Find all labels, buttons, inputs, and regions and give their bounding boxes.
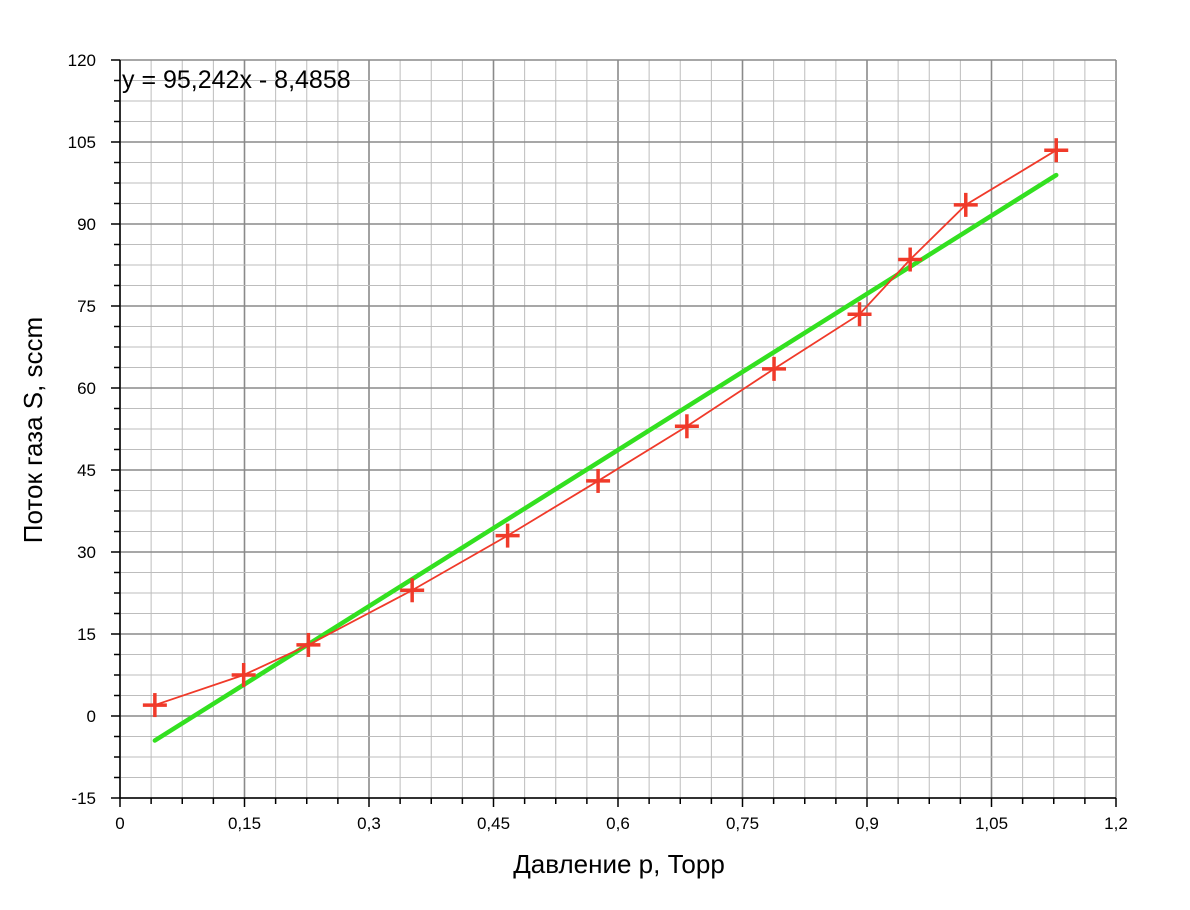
x-tick-label: 0,6 xyxy=(606,814,630,833)
data-point xyxy=(495,523,520,548)
y-axis-ticks: -15 0 15 30 45 60 75 90 105 120 xyxy=(68,51,96,808)
axes xyxy=(111,59,1117,807)
y-tick-label: 60 xyxy=(77,379,96,398)
data-point xyxy=(400,578,425,603)
x-tick-label: 0,75 xyxy=(726,814,759,833)
y-tick-label: 0 xyxy=(87,707,96,726)
y-tick-label: 90 xyxy=(77,215,96,234)
x-axis-ticks: 0 0,15 0,3 0,45 0,6 0,75 0,9 1,05 1,2 xyxy=(115,814,1128,833)
x-tick-label: 0,45 xyxy=(477,814,510,833)
y-tick-label: 30 xyxy=(77,543,96,562)
data-point xyxy=(953,192,978,217)
data-series xyxy=(142,138,1069,718)
data-point xyxy=(586,468,611,493)
data-point xyxy=(296,632,321,657)
x-tick-label: 1,2 xyxy=(1104,814,1128,833)
data-point xyxy=(142,693,167,718)
x-tick-label: 0,9 xyxy=(855,814,879,833)
data-point xyxy=(1044,138,1069,163)
x-tick-label: 1,05 xyxy=(975,814,1008,833)
data-point xyxy=(762,356,787,381)
y-tick-label: 105 xyxy=(68,133,96,152)
data-point xyxy=(231,663,256,687)
y-tick-label: -15 xyxy=(71,789,96,808)
y-axis-title: Поток газа S, sccm xyxy=(18,317,48,543)
series-line xyxy=(154,149,1057,706)
y-tick-label: 15 xyxy=(77,625,96,644)
x-axis-title: Давление р, Торр xyxy=(513,849,725,879)
trendline-equation: y = 95,242x - 8,4858 xyxy=(122,66,351,94)
y-tick-label: 120 xyxy=(68,51,96,70)
data-point xyxy=(674,414,699,439)
x-tick-label: 0 xyxy=(115,814,124,833)
x-tick-label: 0,3 xyxy=(357,814,381,833)
x-tick-label: 0,15 xyxy=(228,814,261,833)
data-point xyxy=(898,247,923,272)
grid xyxy=(119,59,1117,799)
data-point xyxy=(847,302,872,327)
y-tick-label: 75 xyxy=(77,297,96,316)
y-tick-label: 45 xyxy=(77,461,96,480)
